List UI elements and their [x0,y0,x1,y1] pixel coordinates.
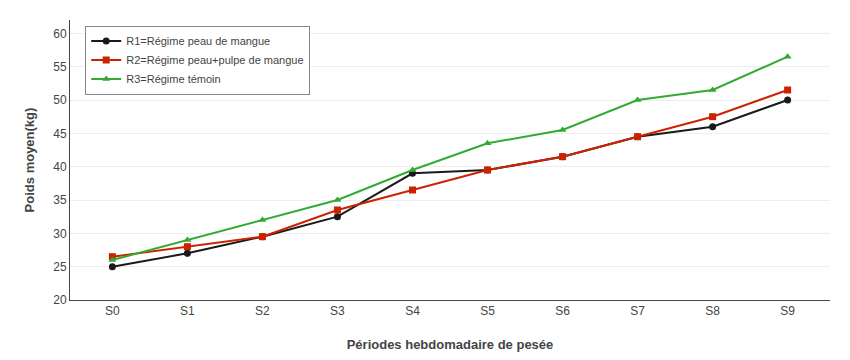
svg-text:S1: S1 [180,304,195,318]
svg-text:R2=Régime peau+pulpe de mangue: R2=Régime peau+pulpe de mangue [126,54,303,66]
svg-text:Périodes hebdomadaire de pesée: Périodes hebdomadaire de pesée [347,337,554,352]
svg-text:35: 35 [53,193,67,207]
svg-text:40: 40 [53,160,67,174]
svg-text:S7: S7 [630,304,645,318]
svg-text:R3=Régime témoin: R3=Régime témoin [126,73,220,85]
svg-text:50: 50 [53,93,67,107]
svg-text:25: 25 [53,260,67,274]
svg-text:S9: S9 [780,304,795,318]
svg-text:R1=Régime peau de mangue: R1=Régime peau de mangue [126,35,270,47]
svg-text:S8: S8 [705,304,720,318]
svg-text:S6: S6 [555,304,570,318]
svg-text:S2: S2 [255,304,270,318]
svg-text:55: 55 [53,60,67,74]
svg-text:30: 30 [53,227,67,241]
svg-text:Poids moyen(kg): Poids moyen(kg) [22,108,37,213]
svg-text:S3: S3 [330,304,345,318]
svg-text:45: 45 [53,127,67,141]
svg-text:20: 20 [53,293,67,307]
svg-text:S5: S5 [480,304,495,318]
svg-text:S0: S0 [105,304,120,318]
svg-text:S4: S4 [405,304,420,318]
svg-text:60: 60 [53,27,67,41]
